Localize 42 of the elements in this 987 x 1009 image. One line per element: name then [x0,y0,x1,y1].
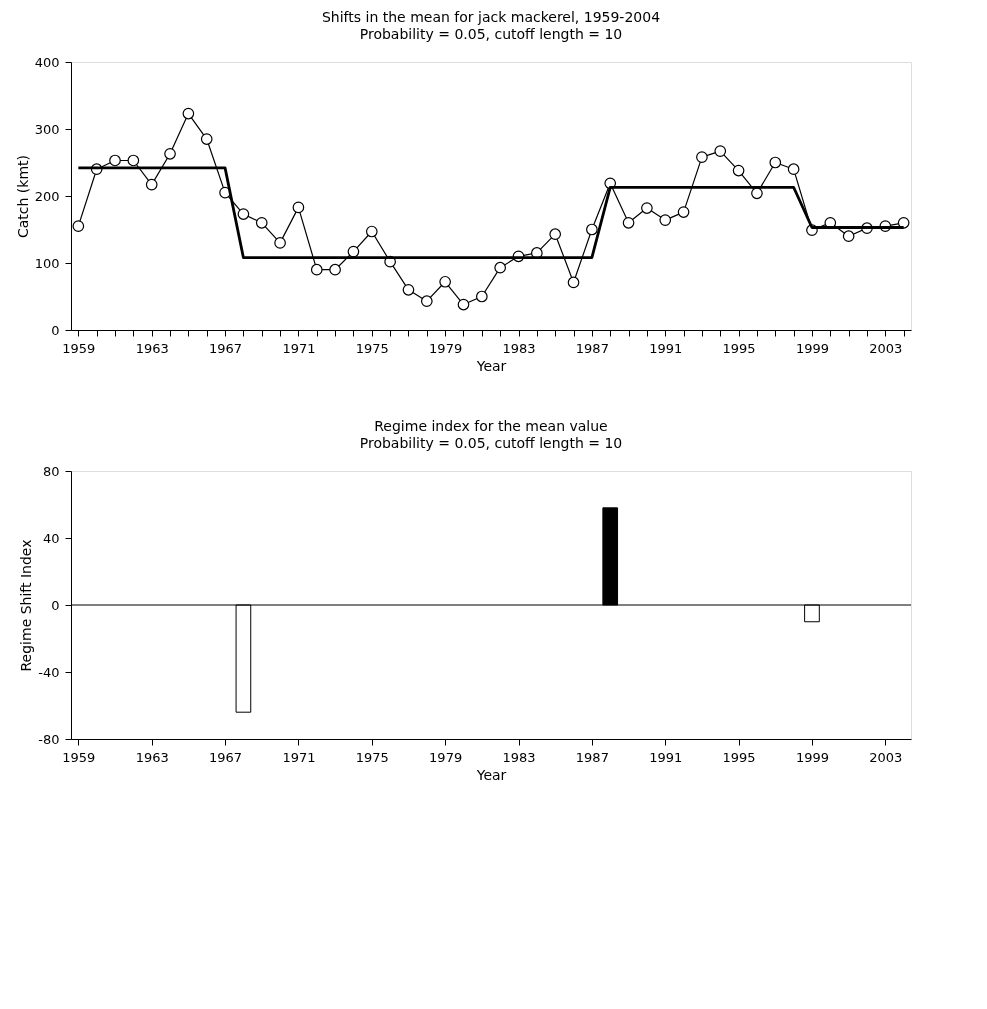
x-tick-label: 1995 [722,749,756,765]
y-tick-label: -40 [38,664,60,680]
x-tick-label: 1967 [209,340,243,356]
x-tick-label: 1975 [355,340,389,356]
x-tick-label: 1987 [575,749,609,765]
y-axis-title: Catch (kmt) [14,154,31,239]
y-tick-label: 400 [34,54,60,70]
x-tick-label: 1975 [355,749,389,765]
x-tick-label: 1959 [62,749,96,765]
y-tick-label: 100 [34,255,60,271]
x-tick-label: 2003 [869,749,903,765]
x-tick-label: 1967 [209,749,243,765]
x-tick-label: 2003 [869,340,903,356]
x-axis-title: Year [475,766,507,783]
y-tick-label: 80 [42,463,60,479]
x-tick-label: 1995 [722,340,756,356]
y-tick-label: 0 [51,322,60,338]
y-tick-label: 40 [42,530,60,546]
chart-subtitle: Probability = 0.05, cutoff length = 10 [359,435,623,451]
x-tick-label: 1983 [502,749,536,765]
x-tick-label: 1979 [429,340,463,356]
x-tick-label: 1971 [282,749,316,765]
x-tick-label: 1963 [135,340,169,356]
x-tick-label: 1959 [62,340,96,356]
x-tick-label: 1979 [429,749,463,765]
x-tick-label: 1991 [649,340,683,356]
x-tick-label: 1963 [135,749,169,765]
y-tick-label: 300 [34,121,60,137]
chart-title: Regime index for the mean value [374,418,608,434]
y-tick-label: 0 [51,597,60,613]
x-tick-label: 1999 [795,340,830,356]
y-tick-label: 200 [34,188,60,204]
x-tick-label: 1999 [795,749,830,765]
x-tick-label: 1987 [575,340,609,356]
chart-title: Shifts in the mean for jack mackerel, 1959-2004 [321,9,661,25]
x-tick-label: 1971 [282,340,316,356]
x-axis-title: Year [475,357,507,374]
y-tick-label: -80 [38,731,60,747]
x-tick-label: 1983 [502,340,536,356]
y-axis-title: Regime Shift Index [18,539,35,672]
chart-subtitle: Probability = 0.05, cutoff length = 10 [359,26,623,42]
x-tick-label: 1991 [649,749,683,765]
